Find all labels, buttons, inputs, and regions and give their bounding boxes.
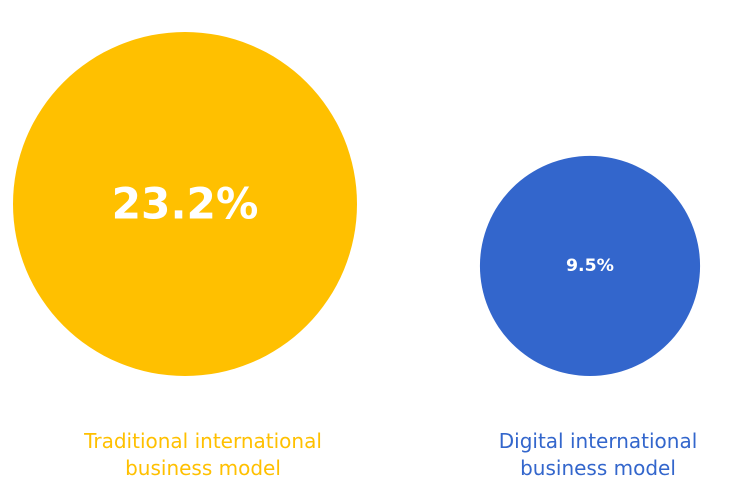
category-label: Traditional international business model	[84, 429, 322, 480]
value-label: 9.5%	[566, 256, 614, 276]
bubble	[479, 155, 701, 376]
value-label: 23.2%	[112, 180, 259, 229]
bubble	[13, 32, 357, 376]
category-label: Digital international business model	[498, 429, 698, 480]
